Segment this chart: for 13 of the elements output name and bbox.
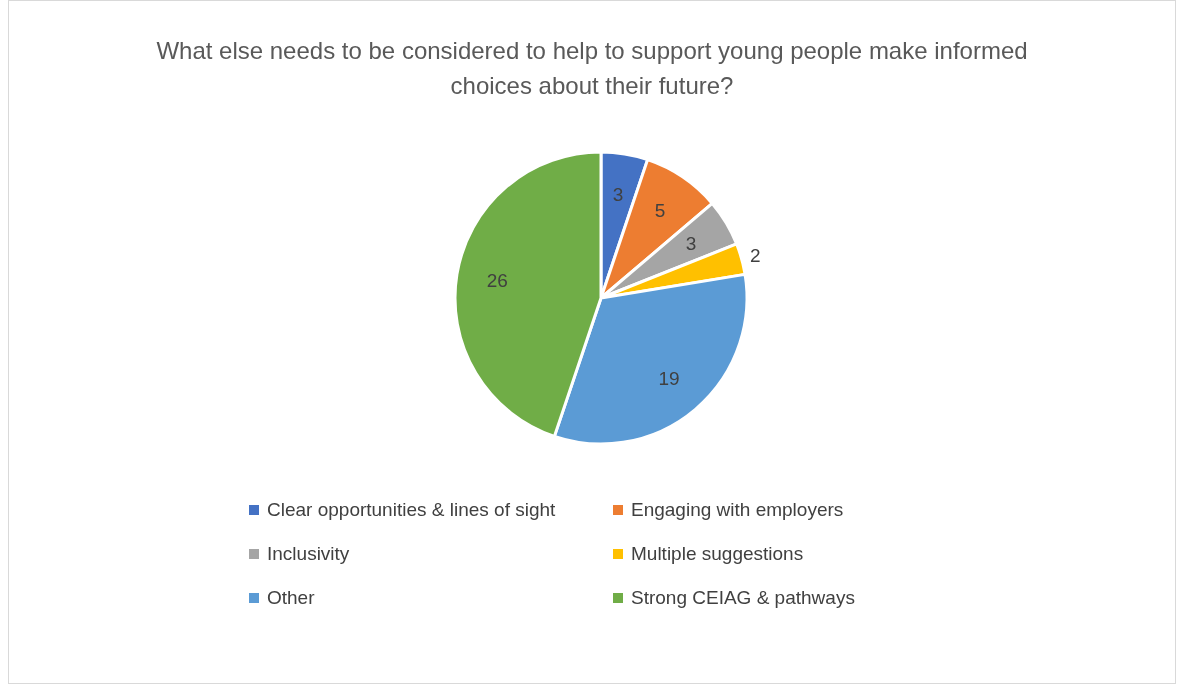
legend-label: Multiple suggestions <box>631 543 804 565</box>
data-label: 19 <box>658 367 680 389</box>
data-label: 3 <box>685 233 697 255</box>
legend-label: Inclusivity <box>267 543 350 565</box>
data-label: 3 <box>612 183 624 205</box>
data-label: 5 <box>654 200 666 222</box>
chart-title: What else needs to be considered to help to support young people make informed choices about their future? <box>155 36 1029 101</box>
data-label: 2 <box>749 244 761 266</box>
legend-label: Other <box>267 587 315 609</box>
legend-label: Strong CEIAG & pathways <box>631 587 855 609</box>
legend-label: Clear opportunities & lines of sight <box>267 499 556 521</box>
data-label: 26 <box>486 270 508 292</box>
legend-label: Engaging with employers <box>631 499 844 521</box>
